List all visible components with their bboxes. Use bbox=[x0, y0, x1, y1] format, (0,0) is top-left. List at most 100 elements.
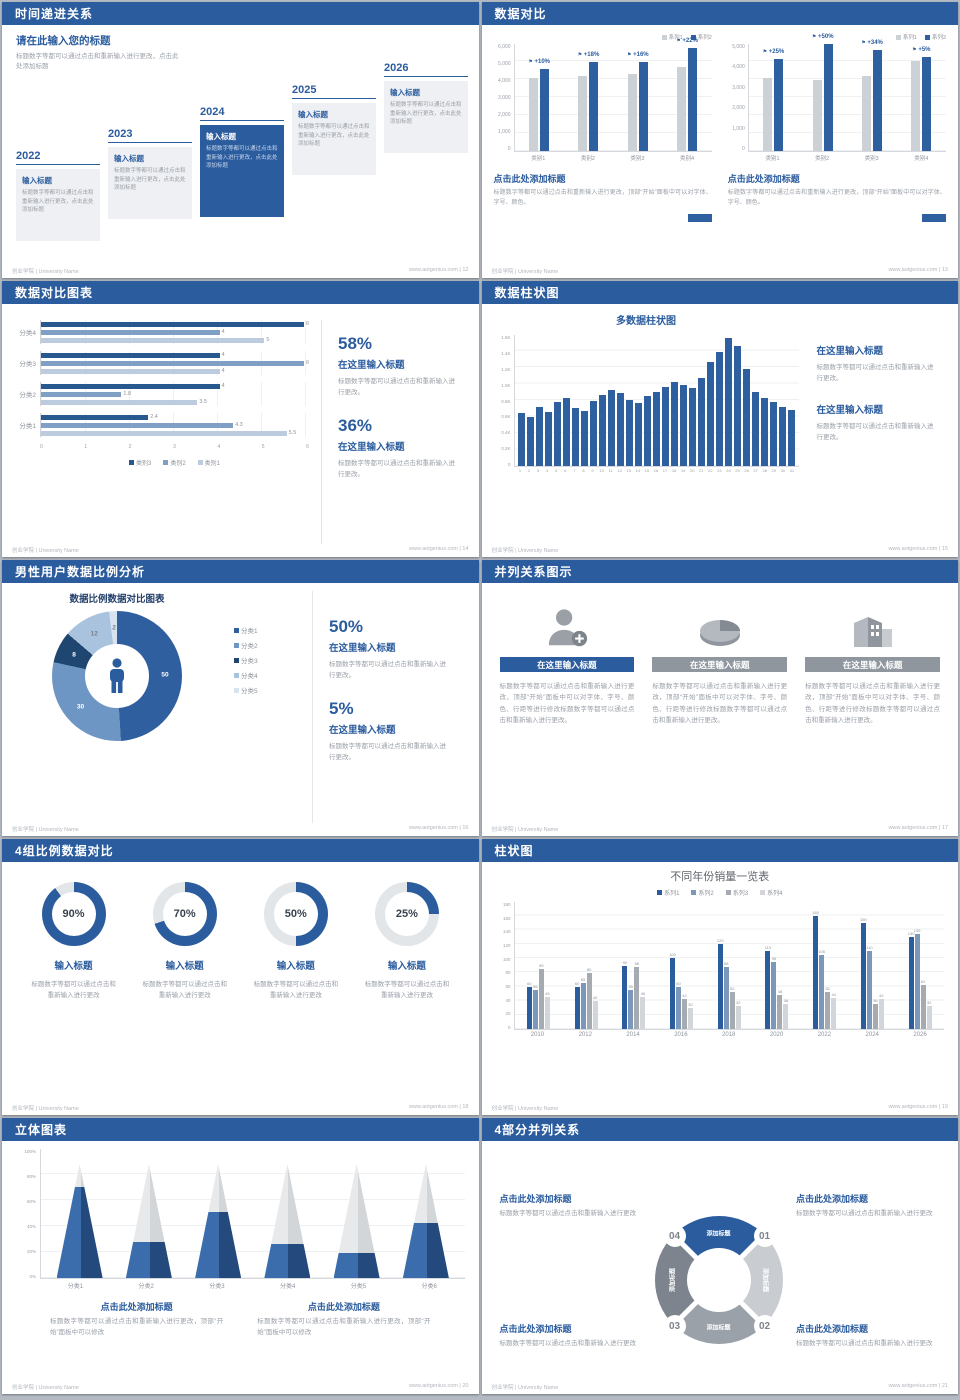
stat-title: 在这里输入标题 bbox=[816, 346, 884, 357]
footer-org: 创业学院 | University Name bbox=[491, 1106, 559, 1112]
slide-male-user-ratio[interactable]: 男性用户数据比例分析 数据比例数据对比图表 50 30 8 12 2 分类1 分类2 分类3… bbox=[2, 560, 479, 836]
caption-body: 标题数字等都可以通过点击和重新输入进行更改 bbox=[796, 1340, 933, 1347]
slide-footer: 创业学院 | University Name www.aotgenius.com… bbox=[492, 546, 949, 554]
bar-series1 bbox=[862, 76, 872, 151]
bar-series1 bbox=[812, 80, 822, 151]
bar-value: 32 bbox=[926, 1000, 932, 1006]
bar-value: 5.5 bbox=[288, 430, 297, 436]
bar bbox=[819, 954, 825, 1029]
gauge-block: 50% 输入标题 标题数字等都可以通过点击和重新输入进行更改 bbox=[250, 882, 341, 1102]
ring-diagram: 添加标题 添加标题 添加标题 添加标题 01 02 03 04 bbox=[654, 1216, 783, 1344]
delta-label: ⚑ +16% bbox=[626, 51, 649, 58]
legend-item: 类别1 bbox=[197, 458, 220, 467]
legend-swatch bbox=[725, 890, 731, 895]
caption-row: 点击此处添加标题 标题数字等都可以通过点击和重新输入进行更改，顶部“开始”面板中… bbox=[16, 1290, 465, 1338]
x-axis-label: 2010 bbox=[530, 1032, 545, 1038]
timeline: 2022 输入标题 标题数字等都可以通过点击和重新输入进行更改，点击此处添加标题 20… bbox=[12, 25, 473, 265]
detail-button[interactable] bbox=[922, 213, 946, 222]
gauge-body: 标题数字等都可以通过点击和重新输入进行更改 bbox=[364, 981, 450, 1000]
slide-footer: 创业学院 | University Name www.aotgenius.com… bbox=[492, 825, 949, 833]
slide-footer: 创业学院 | University Name www.aotgenius.com… bbox=[492, 1104, 949, 1112]
caption-body: 标题数字等都可以通过点击和重新输入进行更改 bbox=[796, 1210, 933, 1217]
slide-data-column-chart[interactable]: 数据柱状图 多数据柱状图 1.6K 1.4K 1.2K 1.0K 0.8K 0.6K 0.4… bbox=[481, 281, 958, 557]
bar bbox=[41, 383, 220, 389]
bar bbox=[538, 969, 544, 1029]
bar bbox=[676, 986, 682, 1029]
slide-4-ratio-comparison[interactable]: 4组比例数据对比 90% 输入标题 标题数字等都可以通过点击和重新输入进行更改 … bbox=[2, 839, 479, 1115]
bar bbox=[682, 999, 688, 1029]
caption-block: 点击此处添加标题 标题数字等都可以通过点击和重新输入进行更改 bbox=[796, 1192, 946, 1220]
bar-group: ⚑ +25% bbox=[758, 44, 788, 151]
timeline-line bbox=[384, 76, 468, 77]
legend-swatch bbox=[163, 460, 169, 465]
timeline-year: 2025 bbox=[292, 84, 317, 96]
donut-chart-block: 数据比例数据对比图表 50 30 8 12 2 分类1 分类2 分类3 分类4 分类5 bbox=[12, 591, 312, 823]
bar-value: 88 bbox=[724, 960, 729, 966]
bar bbox=[831, 997, 837, 1029]
ring-number: 04 bbox=[663, 1225, 686, 1247]
bar bbox=[628, 990, 634, 1029]
bar bbox=[680, 384, 688, 466]
timeline-box-title: 输入标题 bbox=[390, 88, 420, 97]
ring-number: 03 bbox=[663, 1315, 686, 1337]
bar bbox=[41, 430, 287, 436]
stat-title: 在这里输入标题 bbox=[329, 725, 396, 737]
cone bbox=[333, 1164, 380, 1278]
gauge-block: 25% 输入标题 标题数字等都可以通过点击和重新输入进行更改 bbox=[361, 882, 452, 1102]
timeline-step: 2024 输入标题 标题数字等都可以通过点击和重新输入进行更改，点击此处添加标题 bbox=[200, 106, 284, 217]
slide-data-comparison-chart[interactable]: 数据对比图表 分类4 6 4 5 分类3 4 6 4 分类2 4 1.8 3.5 分类1 2.4 4.3 5.… bbox=[2, 281, 479, 557]
page-number: 14 bbox=[462, 546, 469, 552]
footer-org: 创业学院 | University Name bbox=[12, 269, 79, 275]
bar bbox=[41, 391, 122, 397]
stats-column: 50% 在这里输入标题 标题数字等都可以通过点击和重新输入进行更改。 5% 在这… bbox=[312, 591, 469, 823]
bar-series1 bbox=[627, 74, 637, 151]
bar bbox=[716, 352, 724, 466]
bar bbox=[652, 391, 660, 466]
x-axis-label: 2022 bbox=[817, 1032, 832, 1038]
footer-site: www.aotgenius.com | 14 bbox=[408, 546, 469, 552]
legend-swatch bbox=[691, 890, 697, 895]
slide-body: 90% 输入标题 标题数字等都可以通过点击和重新输入进行更改 70% 输入标题 … bbox=[2, 862, 479, 1102]
slide-data-comparison[interactable]: 数据对比 系列1 系列2 6,000 5,000 4,000 3,000 2,000 1,00… bbox=[481, 2, 958, 278]
bar-series2 bbox=[922, 56, 932, 151]
parallel-item: 在这里输入标题 标题数字等都可以通过点击和重新输入进行更改，顶部“开始”面板中可… bbox=[652, 599, 788, 823]
delta-label: ⚑ +34% bbox=[861, 40, 883, 47]
slide-title: 数据柱状图 bbox=[494, 286, 560, 300]
chart-plot: 1.6K 1.4K 1.2K 1.0K 0.8K 0.6K 0.4K 0.2K 0 bbox=[494, 335, 799, 467]
chart-legend: 类别3 类别2 类别1 bbox=[40, 458, 309, 467]
caption-title: 点击此处添加标题 bbox=[727, 174, 800, 184]
slide-parallel-relation[interactable]: 并列关系图示 在这里输入标题 标题数字等都可以通过点击和重新输入进行更改，顶部“… bbox=[481, 560, 958, 836]
gauge-body: 标题数字等都可以通过点击和重新输入进行更改 bbox=[142, 981, 227, 1000]
legend-item: 系列1 bbox=[657, 888, 679, 897]
slide-footer: 创业学院 | University Name www.aotgenius.com… bbox=[12, 1104, 469, 1112]
slide-3d-chart[interactable]: 立体图表 100% 80% 60% 40% 20% 0% 分类1 分类2 分类3 分类4 分类5 分… bbox=[2, 1118, 479, 1394]
bar bbox=[41, 368, 220, 374]
bar bbox=[580, 411, 588, 466]
footer-site: www.aotgenius.com | 15 bbox=[888, 546, 948, 552]
stat-body: 标题数字等都可以通过点击和重新输入进行更改。 bbox=[338, 378, 455, 397]
caption-body: 标题数字等都可以通过点击和重新输入进行更改 bbox=[499, 1210, 637, 1217]
caption-body: 标题数字等都可以通过点击和重新输入进行更改，顶部“开始”面板中可以对字体、字号、… bbox=[727, 190, 946, 206]
gauge-value: 50% bbox=[284, 908, 307, 920]
slide-timeline-progression[interactable]: 时间递进关系 请在此输入您的标题 标题数字等都可以通过点击和重新输入进行更改，点… bbox=[2, 2, 479, 278]
y-axis: 180 160 140 120 100 80 60 40 20 0 bbox=[502, 902, 511, 1030]
page-number: 19 bbox=[941, 1104, 948, 1110]
x-axis-labels: 2010 2012 2014 2016 2018 2020 2022 2024 2026 bbox=[514, 1032, 945, 1038]
footer-org: 创业学院 | University Name bbox=[491, 1385, 559, 1391]
detail-button[interactable] bbox=[687, 213, 712, 222]
bar-plot bbox=[513, 335, 799, 467]
male-icon bbox=[110, 658, 124, 693]
timeline-box-title: 输入标题 bbox=[22, 176, 52, 185]
timeline-line bbox=[108, 142, 192, 143]
slide-bar-chart[interactable]: 柱状图 不同年份销量一览表 系列1 系列2 系列3 系列4 180 160 140 120 1… bbox=[481, 839, 958, 1115]
gauge-body: 标题数字等都可以通过点击和重新输入进行更改 bbox=[31, 981, 116, 1000]
ring-segment-label: 添加标题 bbox=[670, 1267, 676, 1293]
footer-site: www.aotgenius.com | 17 bbox=[888, 825, 948, 831]
item-body: 标题数字等都可以通过点击和重新输入进行更改，顶部“开始”面板中可以对字体、字号、… bbox=[805, 683, 940, 725]
slide-4-part-relation[interactable]: 4部分并列关系 添加标题 添加标题 添加标题 添加标题 01 02 03 04 … bbox=[481, 1118, 958, 1394]
slide-footer: 创业学院 | University Name www.aotgenius.com… bbox=[492, 267, 949, 275]
stat-block: 50% 在这里输入标题 标题数字等都可以通过点击和重新输入进行更改。 bbox=[329, 617, 469, 681]
bar bbox=[860, 923, 866, 1029]
footer-org: 创业学院 | University Name bbox=[491, 269, 559, 275]
